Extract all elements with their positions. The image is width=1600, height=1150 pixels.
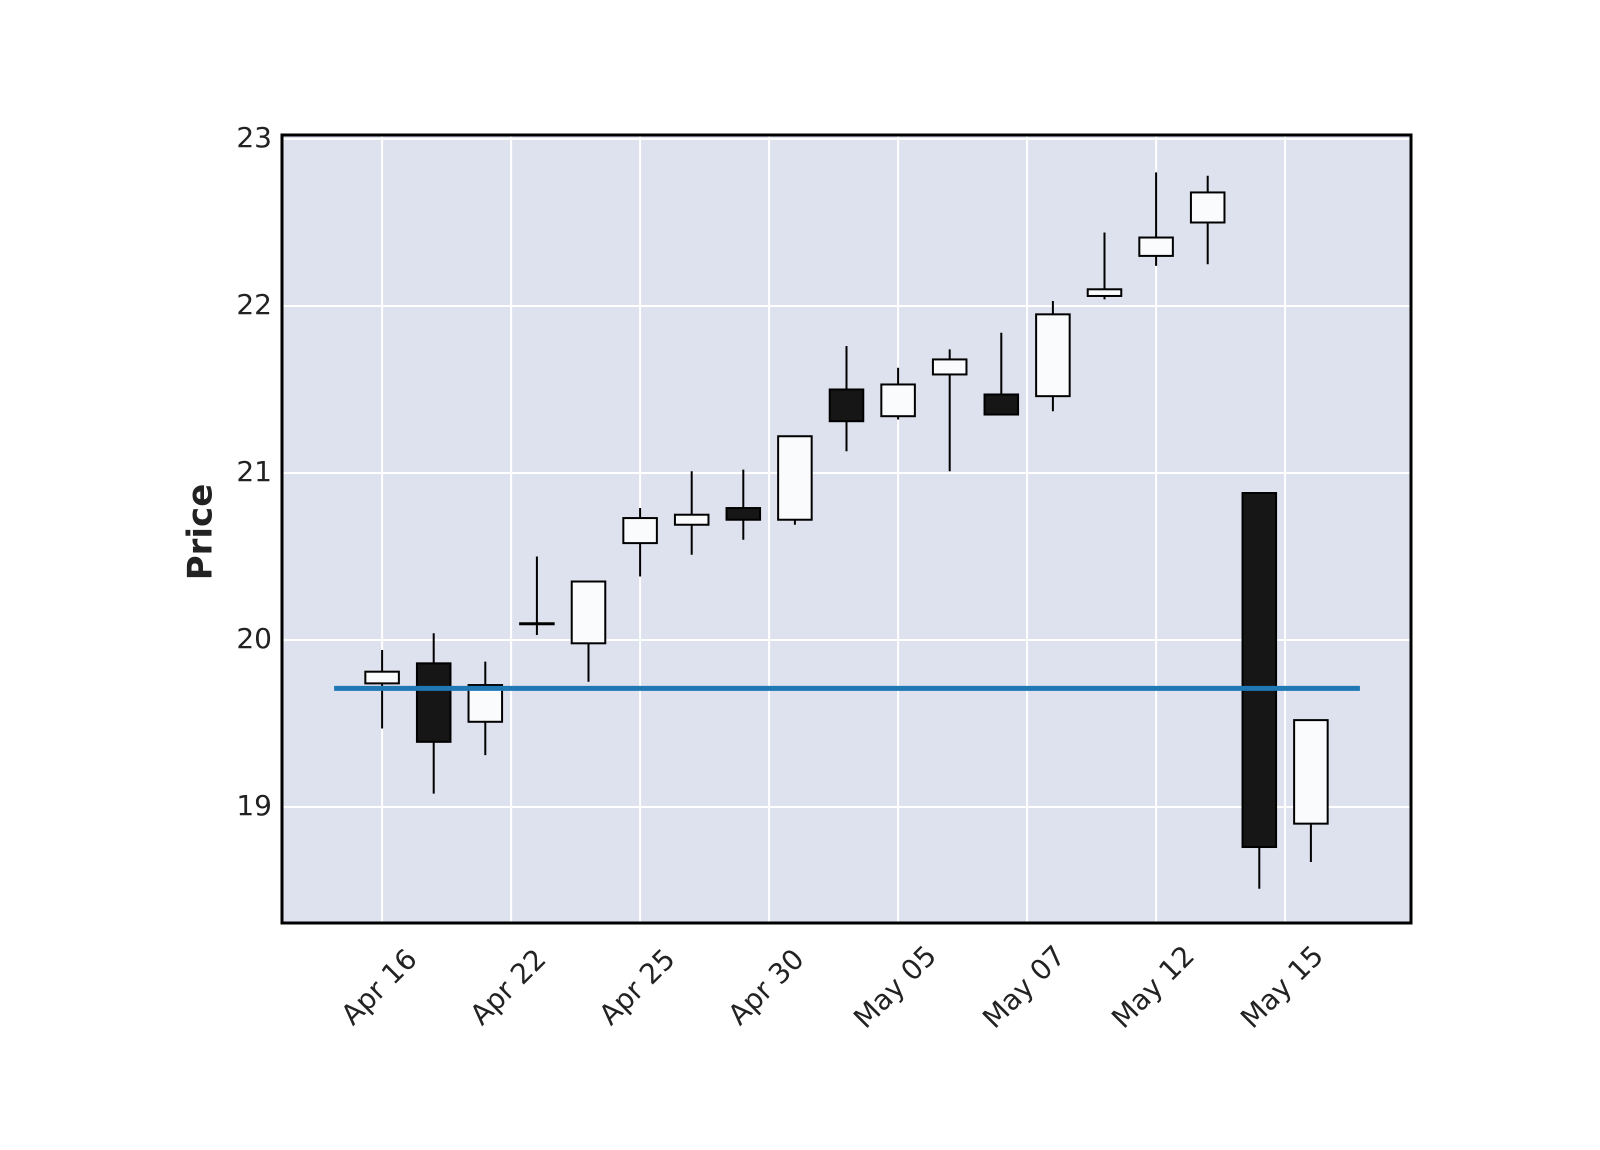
candle-body [725,507,762,521]
x-tick-label: May 12 [1105,939,1201,1035]
plot-frame [280,133,1413,925]
candle-body [415,662,452,743]
candle-body [880,383,916,418]
candle-body [777,435,813,521]
candle-body [1293,719,1329,825]
y-tick-label: 21 [236,455,272,488]
x-tick-label: Apr 25 [593,942,682,1031]
x-tick-label: Apr 16 [335,942,424,1031]
x-tick-label: May 15 [1234,939,1330,1035]
candle-body [1241,492,1278,849]
candle-body [931,358,968,376]
candle-body [1086,288,1123,297]
y-tick-label: 22 [236,288,272,321]
candle-body [519,622,555,626]
x-tick-label: Apr 22 [464,942,553,1031]
y-axis-label: Price [181,484,221,581]
x-tick-label: May 05 [847,939,943,1035]
candle-body [1035,313,1071,398]
y-tick-label: 19 [236,789,272,822]
candle-body [467,684,504,723]
y-tick-label: 20 [236,622,272,655]
candle-body [622,517,658,545]
plot-background [282,135,1411,923]
y-tick-label: 23 [236,121,272,154]
candle-body [1138,236,1174,257]
candle-body [673,513,710,526]
candle-body [983,393,1020,416]
candle-body [570,580,607,645]
candle-body [364,670,400,685]
x-tick-label: Apr 30 [722,942,811,1031]
x-tick-label: May 07 [976,939,1072,1035]
candle-body [1189,191,1226,224]
candle-body [828,388,865,423]
